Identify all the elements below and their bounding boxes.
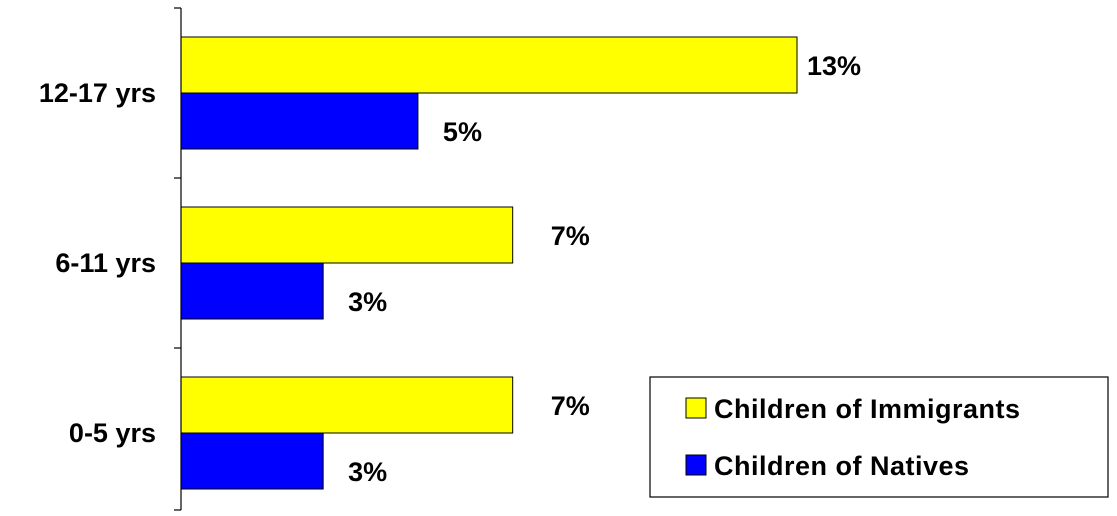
category-label: 6-11 yrs	[55, 248, 156, 278]
labels-layer: 12-17 yrs 13% 5% 6-11 yrs 7% 3% 0-5 yrs 7% 3%	[39, 51, 861, 487]
bar-children-of-natives	[180, 262, 324, 320]
legend-label-children-of-immigrants: Children of Immigrants	[714, 394, 1021, 424]
data-label: 3%	[348, 457, 387, 487]
data-label: 13%	[807, 51, 861, 81]
bar-children-of-natives	[180, 432, 324, 490]
legend-swatch-children-of-natives	[685, 454, 707, 476]
bar-children-of-immigrants	[180, 36, 798, 94]
legend-label-children-of-natives: Children of Natives	[714, 451, 970, 481]
legend-box	[649, 376, 1109, 498]
bar-children-of-immigrants	[180, 206, 514, 264]
category-label: 0-5 yrs	[69, 418, 156, 448]
legend-swatch-children-of-immigrants	[685, 397, 707, 419]
data-label: 7%	[551, 221, 590, 251]
data-label: 7%	[551, 391, 590, 421]
bar-children-of-immigrants	[180, 376, 514, 434]
data-label: 3%	[348, 287, 387, 317]
data-label: 5%	[443, 117, 482, 147]
legend: Children of Immigrants Children of Nativ…	[649, 376, 1109, 498]
bars-layer	[174, 7, 798, 511]
category-label: 12-17 yrs	[39, 78, 156, 108]
bar-children-of-natives	[180, 92, 419, 150]
